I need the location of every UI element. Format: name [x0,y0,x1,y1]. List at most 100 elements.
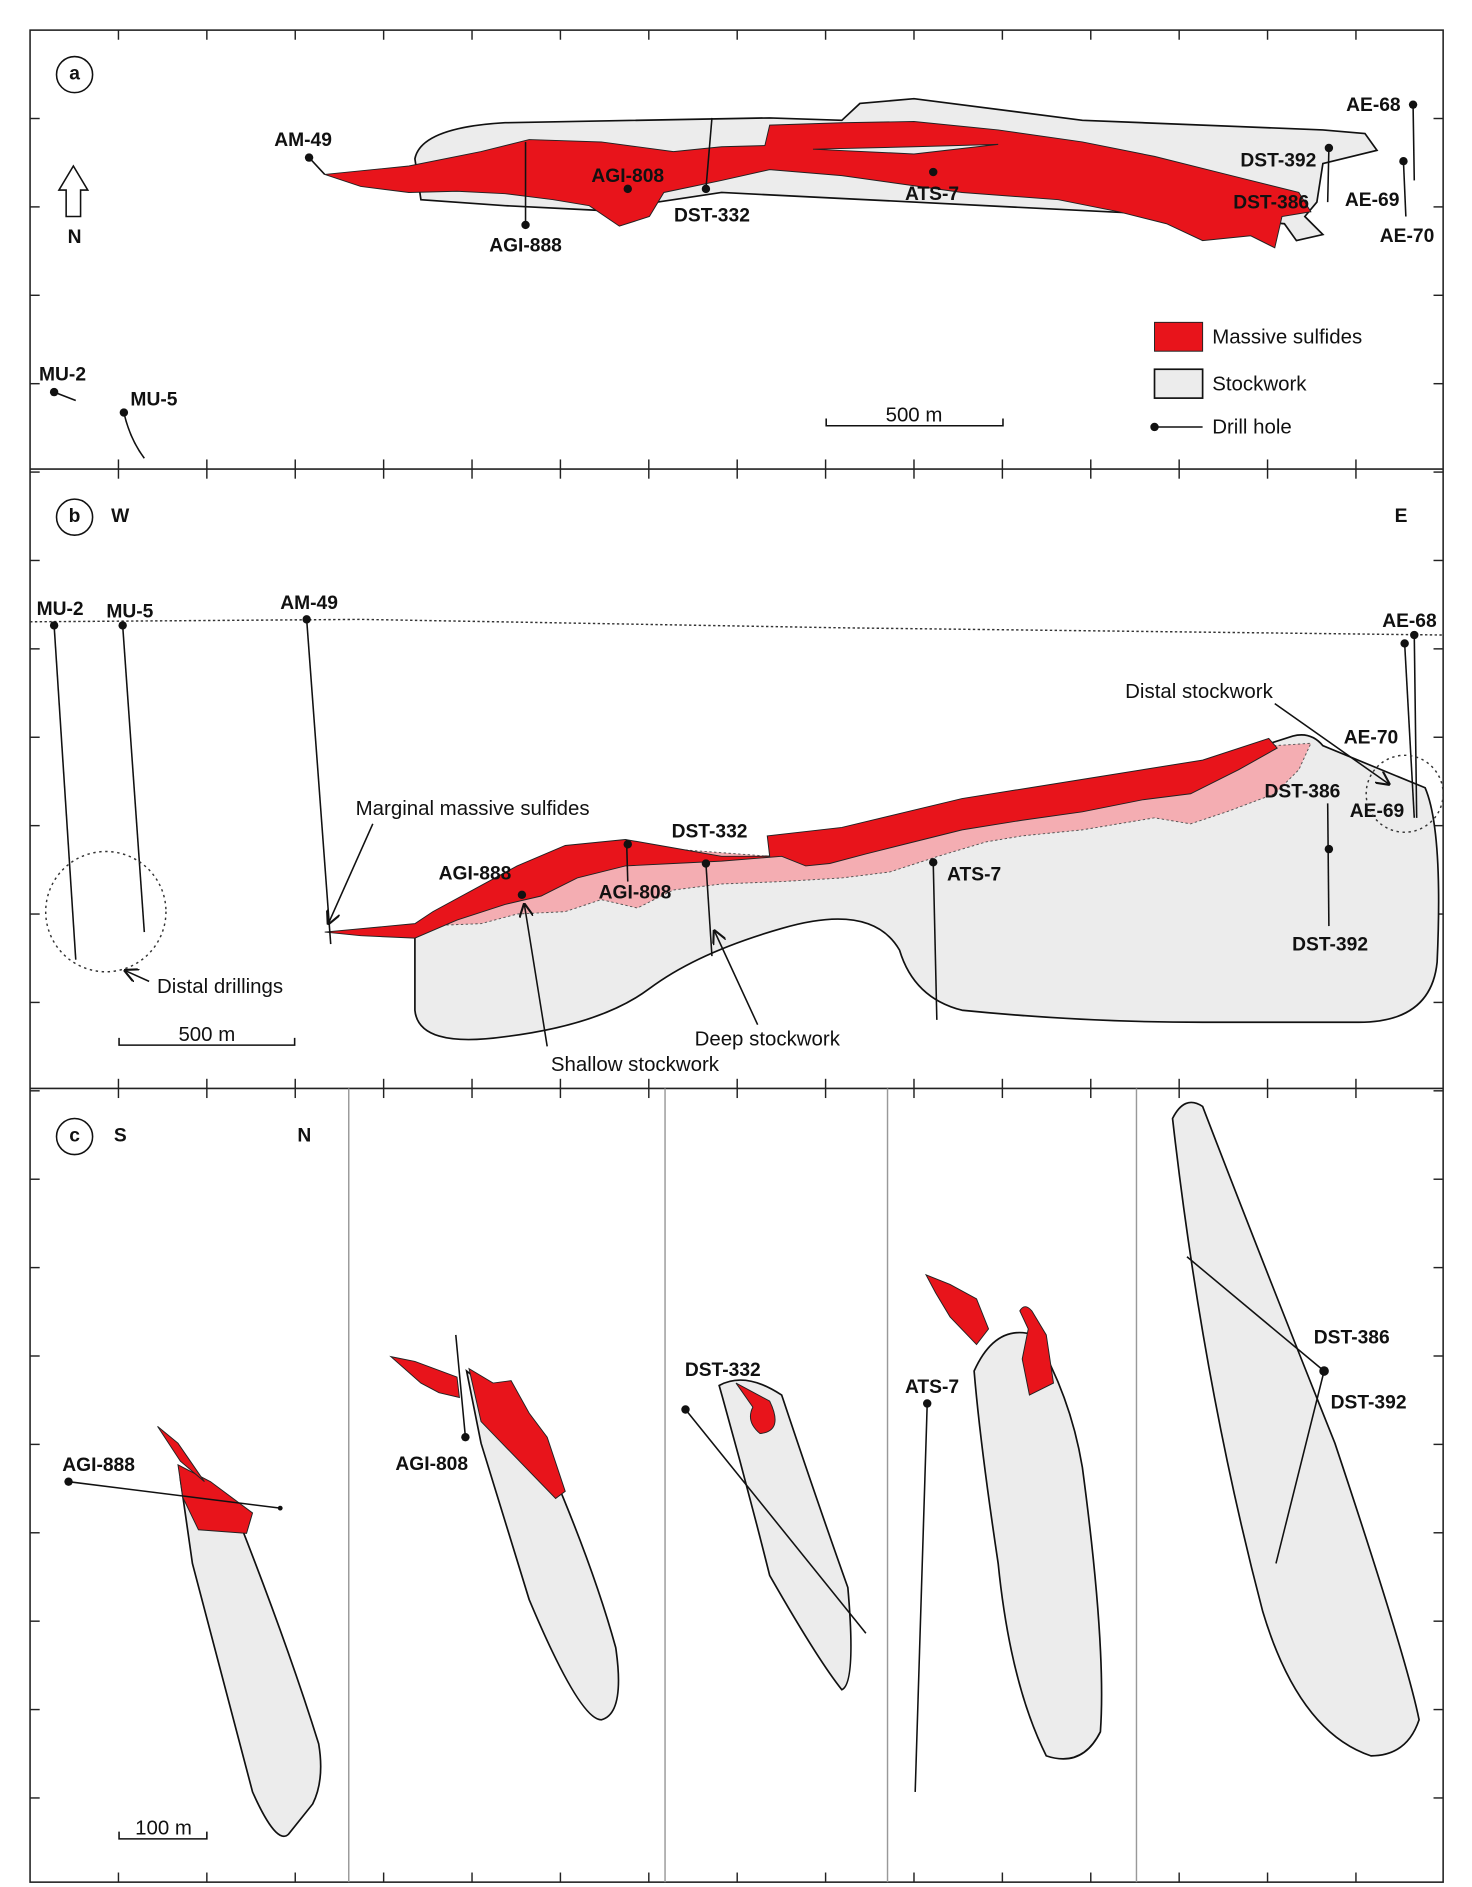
stockwork [718,1379,852,1691]
panel-label: a [69,64,80,85]
stockwork [1171,1101,1420,1757]
drill-hole-label: AE-70 [1380,226,1435,247]
annotation: Distal stockwork [1125,680,1273,703]
annotation-arrow [125,971,150,982]
collar [681,1405,690,1414]
collar [929,858,938,867]
drill-hole [1403,643,1416,818]
collar [701,859,711,868]
drill-hole-label: AM-49 [280,593,338,614]
collar [929,167,938,177]
legend-label: Stockwork [1212,372,1307,395]
drill-hole-end [277,1505,283,1511]
massive-sulfides [324,737,1278,939]
stockwork-lens [812,143,999,155]
direction-label: W [111,506,130,527]
legend-swatch [1153,368,1204,399]
drill-hole-label: AE-69 [1345,190,1400,211]
drill-hole [53,625,77,960]
drill-hole-label: AGI-888 [62,1455,135,1476]
drill-hole-label: DST-392 [1292,934,1368,955]
drill-hole [932,862,938,1020]
annotation-circle [44,850,167,973]
drill-hole-label: MU-2 [39,364,86,385]
stockwork [179,1477,322,1837]
drill-hole [705,863,713,957]
drill-hole-label: AE-68 [1382,611,1437,632]
drill-hole [1186,1256,1325,1372]
legend-swatch [1150,422,1159,432]
drill-hole-label: AM-49 [274,130,332,151]
massive-sulfides [1019,1306,1055,1396]
drill-hole [123,412,145,459]
drill-hole-label: ATS-7 [905,1377,959,1398]
collar [517,890,527,900]
drill-holes-b [49,615,1419,1020]
drill-hole-label: DST-386 [1314,1328,1390,1349]
collar [461,1432,470,1442]
drill-hole-label: ATS-7 [947,865,1001,886]
drill-hole [1326,147,1330,203]
collar [1400,639,1409,648]
annotation-arrow [1274,702,1389,785]
drill-hole-label: DST-386 [1233,192,1309,213]
massive-sulfides [177,1463,254,1534]
scale-bar-label: 100 m [135,1817,192,1840]
massive-sulfides [735,1382,776,1435]
drill-hole-label: AGI-888 [489,236,562,257]
legend-swatch [1154,321,1204,352]
massive-sulfides [157,1425,205,1483]
collar [1399,156,1408,166]
collar [118,621,127,630]
surface-line [30,618,1444,636]
north-arrow [57,164,90,218]
legend-label: Massive sulfides [1212,325,1362,348]
collar [64,1477,73,1486]
scale-bar [118,1037,296,1046]
drill-hole [1402,161,1407,217]
collar [1408,100,1418,109]
drill-hole [305,619,332,945]
drill-hole-label: DST-332 [674,206,750,227]
collar [1324,143,1334,153]
annotation-arrow [328,823,374,924]
legend-label: Drill hole [1212,416,1292,439]
scale-bar [118,1831,208,1840]
massive-sulfides [468,1367,566,1500]
drill-hole [684,1409,867,1634]
drill-hole-label: AE-68 [1346,95,1401,116]
collar [623,840,632,849]
panel-label: c [69,1126,80,1147]
scale-bar [825,418,1004,427]
drill-hole [68,1480,281,1509]
scale-bar-label: 500 m [178,1023,235,1046]
massive-sulfides [924,1273,990,1346]
drill-hole [121,625,146,933]
direction-label: S [114,1126,127,1147]
drill-hole-label: AGI-808 [599,883,672,904]
drill-hole [914,1403,928,1792]
panel-label-circle [55,498,94,536]
drill-hole [455,1334,467,1438]
direction-label: E [1395,506,1408,527]
direction-label: N [297,1126,311,1147]
annotation-arrow [524,904,548,1047]
annotation: Distal drillings [157,975,283,998]
drill-hole-label: AGI-808 [591,166,664,187]
collar [923,1399,932,1408]
drill-hole [1413,635,1418,818]
panel-label-circle [55,1117,94,1156]
drill-hole-label: ATS-7 [905,184,959,205]
collar [521,220,530,230]
drill-hole-label: MU-2 [37,599,84,620]
panel-label: b [69,506,81,527]
north-label: N [68,227,82,248]
annotation: Deep stockwork [695,1028,841,1051]
stockwork [973,1331,1103,1760]
drill-hole-label: DST-386 [1264,782,1340,803]
drill-hole-label: MU-5 [106,601,153,622]
collar [1324,844,1334,854]
collar [701,184,711,194]
drill-hole-label: DST-392 [1240,150,1316,171]
